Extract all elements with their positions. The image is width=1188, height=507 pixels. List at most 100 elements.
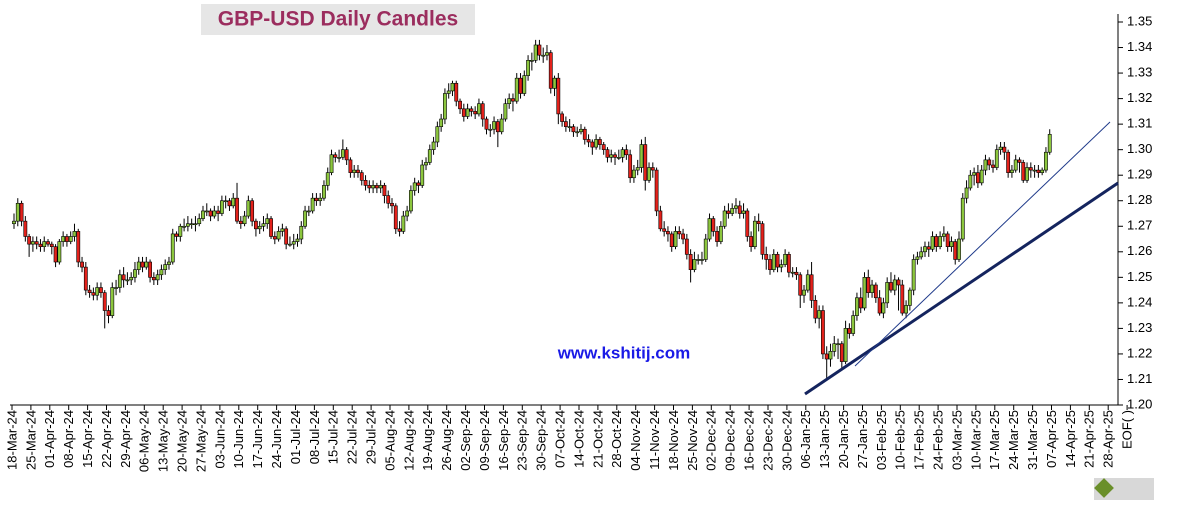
candle-body xyxy=(367,185,372,189)
x-tick-label: 16-Sep-24 xyxy=(496,410,511,471)
candle-body xyxy=(994,149,999,168)
candle-body xyxy=(106,310,111,316)
candle-body xyxy=(284,228,289,245)
candle-body xyxy=(919,251,924,258)
candle-body xyxy=(197,218,202,225)
candle-body xyxy=(821,310,825,355)
candle-body xyxy=(881,302,886,314)
candle-body xyxy=(737,205,742,214)
candle-body xyxy=(427,149,432,163)
candle-body xyxy=(87,289,92,293)
candle-body xyxy=(707,218,712,240)
candle-body xyxy=(46,241,50,245)
candle-body xyxy=(552,77,557,89)
candle-body xyxy=(348,159,353,173)
candle-body xyxy=(817,310,822,319)
candle-body xyxy=(972,172,977,176)
candle-body xyxy=(242,215,247,225)
x-tick-label: 01-Apr-24 xyxy=(42,410,57,468)
candle-body xyxy=(212,210,217,217)
y-tick-label: 1.35 xyxy=(1127,13,1152,28)
candle-body xyxy=(756,220,761,225)
candle-body xyxy=(435,126,440,143)
candle-body xyxy=(851,315,856,334)
candle-body xyxy=(696,259,701,261)
candle-body xyxy=(654,169,659,212)
candle-body xyxy=(987,159,992,166)
candle-body xyxy=(15,202,20,222)
candle-body xyxy=(1044,151,1048,171)
candle-body xyxy=(182,225,187,228)
candle-body xyxy=(170,233,175,263)
x-tick-label: 29-Apr-24 xyxy=(118,410,133,468)
x-tick-label: 22-Jul-24 xyxy=(345,410,360,464)
candle-body xyxy=(484,118,489,130)
candle-body xyxy=(133,269,137,278)
candle-body xyxy=(624,149,629,156)
candle-body xyxy=(968,174,973,189)
candle-body xyxy=(601,144,606,150)
x-tick-label: 18-Nov-24 xyxy=(666,410,681,471)
candle-body xyxy=(647,167,651,181)
candle-body xyxy=(934,236,939,247)
candle-body xyxy=(477,103,481,115)
candle-body xyxy=(1028,167,1033,171)
x-tick-label: 21-Oct-24 xyxy=(590,410,605,468)
candle-body xyxy=(193,223,198,226)
candle-body xyxy=(726,210,731,214)
candle-body xyxy=(563,121,568,127)
x-tick-label: 28-Oct-24 xyxy=(609,410,624,468)
candle-body xyxy=(23,220,28,237)
candle-body xyxy=(681,233,685,240)
x-tick-label: 09-Dec-24 xyxy=(723,410,738,471)
x-tick-label: 10-Jun-24 xyxy=(231,410,246,469)
x-tick-label: 10-Feb-25 xyxy=(893,410,908,470)
candle-body xyxy=(915,256,920,260)
watermark: www.kshitij.com xyxy=(557,343,691,362)
candle-body xyxy=(42,241,47,247)
x-tick-label: 23-Dec-24 xyxy=(760,410,775,471)
candle-body xyxy=(545,52,549,56)
logo-icon xyxy=(1094,478,1114,498)
candle-body xyxy=(896,279,901,286)
candle-body xyxy=(144,261,149,268)
x-tick-label: 08-Apr-24 xyxy=(61,410,76,468)
x-tick-label: 18-Mar-24 xyxy=(4,410,19,470)
candle-body xyxy=(480,103,485,120)
candle-body xyxy=(405,210,410,217)
candle-body xyxy=(446,90,451,94)
candle-body xyxy=(390,202,394,207)
x-tick-label: 30-Dec-24 xyxy=(779,410,794,471)
x-tick-label: 24-Mar-25 xyxy=(1006,410,1021,470)
candle-body xyxy=(223,200,228,203)
candle-body xyxy=(299,225,304,240)
candle-body xyxy=(805,274,810,291)
candle-body xyxy=(303,210,307,227)
candle-body xyxy=(926,246,931,250)
candle-body xyxy=(61,236,66,242)
x-tick-label: 04-Nov-24 xyxy=(628,410,643,471)
candle-body xyxy=(514,77,519,102)
candle-body xyxy=(246,200,251,217)
y-tick-label: 1.31 xyxy=(1127,116,1152,131)
candle-body xyxy=(949,241,954,247)
title-box xyxy=(201,4,475,35)
y-tick-label: 1.24 xyxy=(1127,294,1152,309)
candle-body xyxy=(80,261,84,268)
candle-body xyxy=(469,108,474,112)
candle-body xyxy=(325,172,330,186)
candle-body xyxy=(201,210,205,219)
candle-body xyxy=(632,169,636,179)
candle-body xyxy=(1040,169,1045,173)
x-tick-label: 27-Jan-25 xyxy=(855,410,870,469)
x-tick-label: 03-Jun-24 xyxy=(212,410,227,469)
candle-body xyxy=(752,220,757,247)
candle-body xyxy=(83,266,88,291)
candle-body xyxy=(518,77,523,94)
x-tick-label: 13-May-24 xyxy=(156,410,171,472)
candle-body xyxy=(722,210,727,227)
candle-body xyxy=(923,246,927,253)
candle-body xyxy=(280,228,285,232)
candle-body xyxy=(99,287,103,293)
candle-body xyxy=(314,197,319,202)
